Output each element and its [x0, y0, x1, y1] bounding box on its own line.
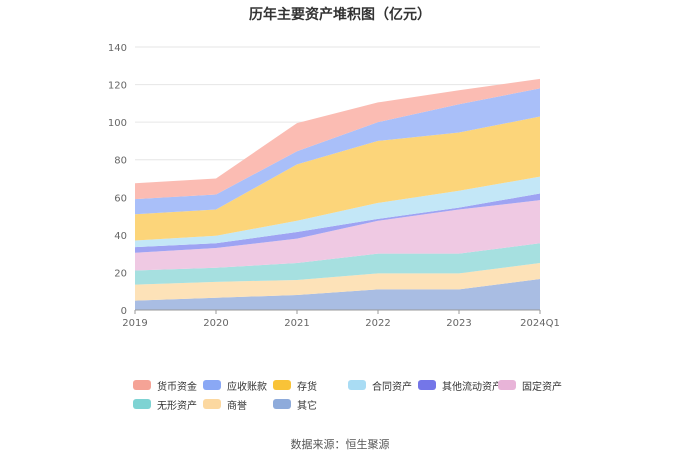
- legend-swatch: [133, 399, 151, 409]
- legend-item[interactable]: 商誉: [203, 397, 247, 412]
- area-series-合同资产: [135, 176, 540, 248]
- y-tick-label: 80: [114, 156, 127, 167]
- area-series-其它: [135, 279, 540, 310]
- legend-label: 其他流动资产: [442, 381, 502, 393]
- legend-swatch: [348, 380, 366, 390]
- legend-item[interactable]: 无形资产: [133, 397, 197, 412]
- stacked-area-chart: 0 20 40 60 80 100 120 140 2019 2020 2021 2022 2023 20…: [108, 43, 560, 329]
- area-layer: [135, 78, 540, 310]
- y-tick-label: 20: [114, 268, 127, 279]
- y-tick-label: 0: [121, 306, 127, 317]
- x-tick-label: 2023: [446, 318, 471, 329]
- legend-item[interactable]: 货币资金: [133, 378, 197, 393]
- legend-label: 固定资产: [522, 381, 562, 393]
- area-series-商誉: [135, 263, 540, 301]
- legend-swatch: [273, 399, 291, 409]
- legend-swatch: [133, 380, 151, 390]
- x-tick-label: 2022: [365, 318, 390, 329]
- x-tick-label: 2024Q1: [520, 318, 560, 329]
- legend-label: 商誉: [227, 400, 247, 412]
- area-series-其他流动资产: [135, 193, 540, 253]
- legend-item[interactable]: 固定资产: [498, 378, 562, 393]
- y-tick-label: 120: [108, 81, 127, 92]
- legend-swatch: [203, 380, 221, 390]
- legend-item[interactable]: 应收账款: [203, 378, 267, 393]
- legend-label: 存货: [297, 381, 317, 393]
- legend-item[interactable]: 其他流动资产: [418, 378, 502, 393]
- legend-item[interactable]: 合同资产: [348, 378, 412, 393]
- source-note: 数据来源：恒生聚源: [290, 438, 390, 451]
- legend-label: 货币资金: [157, 381, 197, 393]
- area-series-应收账款: [135, 88, 540, 215]
- x-tick-label: 2019: [122, 318, 147, 329]
- legend-label: 其它: [297, 400, 317, 412]
- area-series-固定资产: [135, 200, 540, 271]
- legend-item[interactable]: 存货: [273, 378, 317, 393]
- legend-swatch: [203, 399, 221, 409]
- x-tick-label: 2020: [203, 318, 228, 329]
- legend-swatch: [418, 380, 436, 390]
- area-series-货币资金: [135, 78, 540, 200]
- legend-swatch: [498, 380, 516, 390]
- area-series-存货: [135, 116, 540, 241]
- legend-item[interactable]: 其它: [273, 397, 317, 412]
- y-tick-label: 140: [108, 43, 127, 54]
- chart-title: 历年主要资产堆积图（亿元）: [249, 7, 431, 23]
- x-tick-label: 2021: [284, 318, 309, 329]
- y-tick-label: 60: [114, 193, 127, 204]
- legend-label: 无形资产: [157, 400, 197, 412]
- y-tick-label: 40: [114, 231, 127, 242]
- axis-layer: 0 20 40 60 80 100 120 140 2019 2020 2021 2022 2023 20…: [108, 43, 560, 329]
- legend-label: 合同资产: [372, 381, 412, 393]
- legend-swatch: [273, 380, 291, 390]
- legend-label: 应收账款: [227, 381, 267, 393]
- y-tick-label: 100: [108, 118, 127, 129]
